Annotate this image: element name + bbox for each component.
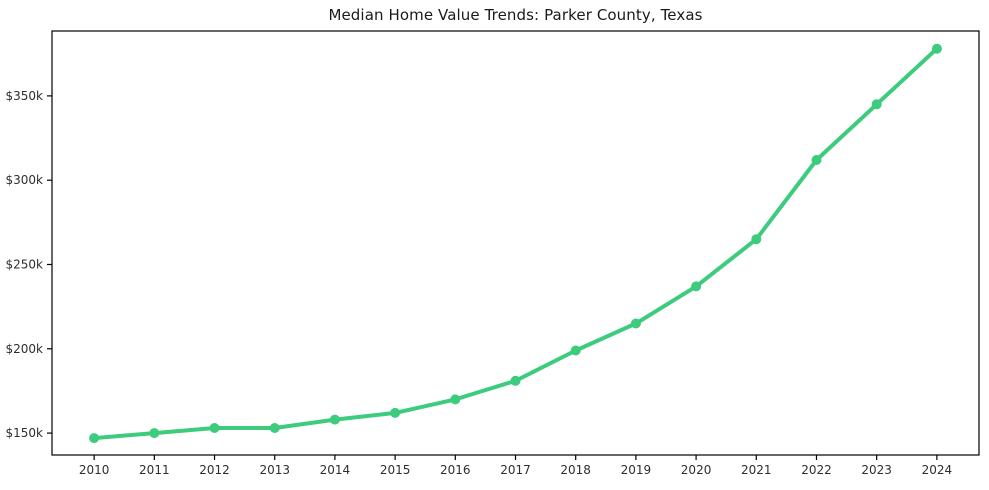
x-tick-label: 2019	[621, 463, 652, 477]
x-tick-label: 2015	[380, 463, 411, 477]
data-point-2014	[329, 414, 340, 425]
plot-frame	[51, 30, 980, 456]
x-tick-label: 2016	[440, 463, 471, 477]
data-point-2010	[89, 433, 100, 444]
data-point-2012	[209, 423, 220, 433]
x-tick-label: 2012	[199, 463, 230, 477]
x-tick-label: 2013	[259, 463, 290, 477]
x-tick-label: 2014	[320, 463, 351, 477]
x-tick-label: 2024	[922, 463, 953, 477]
x-tick-label: 2022	[801, 463, 832, 477]
y-tick-label: $350k	[6, 89, 44, 103]
data-point-2023	[871, 99, 882, 110]
data-point-2024	[931, 43, 942, 54]
x-tick-label: 2020	[681, 463, 712, 477]
x-tick-label: 2011	[139, 463, 170, 477]
x-tick-label: 2021	[741, 463, 772, 477]
data-point-2019	[630, 318, 641, 329]
data-point-2020	[691, 281, 702, 292]
data-point-2013	[269, 423, 280, 433]
y-tick-label: $200k	[6, 342, 44, 356]
y-tick-label: $250k	[6, 257, 44, 271]
data-point-2016	[450, 394, 461, 405]
data-point-2018	[570, 345, 581, 356]
x-tick-label: 2023	[861, 463, 892, 477]
data-point-2017	[510, 375, 521, 386]
data-point-2011	[149, 428, 160, 439]
data-point-2022	[811, 155, 822, 165]
x-tick-label: 2017	[500, 463, 531, 477]
data-point-2021	[751, 234, 762, 245]
y-tick-label: $150k	[6, 426, 44, 440]
x-tick-label: 2018	[560, 463, 591, 477]
data-point-2015	[390, 407, 401, 418]
chart-title: Median Home Value Trends: Parker County,…	[328, 6, 703, 24]
x-tick-label: 2010	[79, 463, 110, 477]
y-tick-label: $300k	[6, 173, 44, 187]
